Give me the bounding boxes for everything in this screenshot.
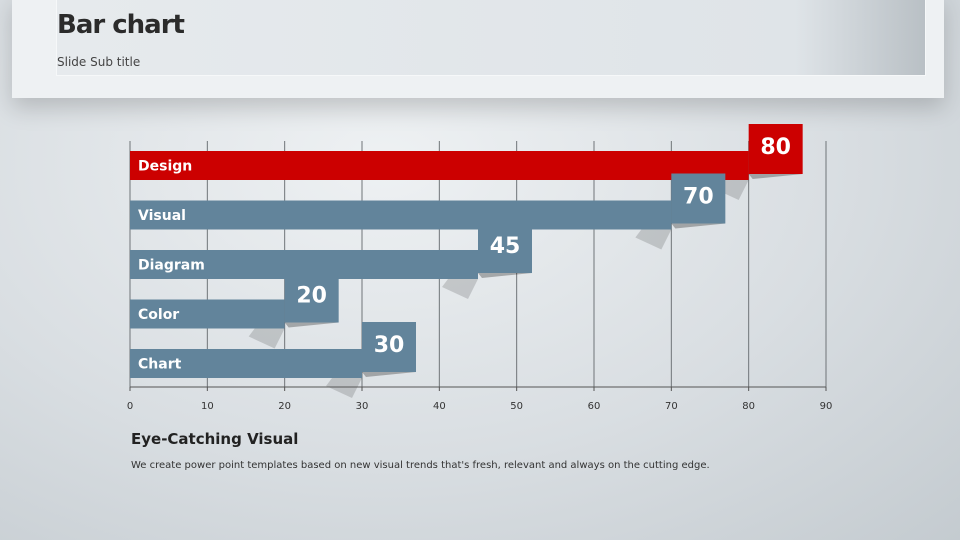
data-label: 80: [760, 135, 791, 160]
x-tick-label: 60: [588, 401, 601, 412]
footer-heading: Eye-Catching Visual: [131, 430, 299, 448]
data-label: 70: [683, 185, 714, 210]
bar-label: Chart: [138, 357, 182, 373]
bar-visual: [130, 200, 672, 230]
x-tick-label: 40: [433, 401, 446, 412]
chart-x-ticks: 0 10 20 30 40 50 60 70 80 90: [127, 386, 833, 412]
bar-shadow: [248, 328, 285, 349]
bar-label: Design: [138, 159, 192, 175]
x-tick-label: 80: [742, 401, 755, 412]
slide-subtitle: Slide Sub title: [57, 55, 141, 69]
x-tick-label: 0: [127, 401, 133, 412]
bar-design: [130, 151, 749, 180]
value-tab-design: [748, 124, 803, 174]
bar-group-chart: Chart 30: [130, 322, 416, 398]
x-tick-label: 10: [201, 401, 214, 412]
x-tick-label: 70: [665, 401, 678, 412]
x-tick-label: 90: [820, 401, 833, 412]
tab-fold: [362, 372, 416, 377]
bar-label: Color: [138, 307, 179, 323]
bar-shadow: [326, 378, 362, 398]
x-tick-label: 50: [510, 401, 523, 412]
tab-fold: [478, 273, 532, 278]
bar-group-visual: Visual 70: [130, 173, 726, 250]
header-inner-frame: [56, 0, 926, 76]
tab-fold: [284, 322, 339, 328]
chart-bars: Design 80 Visual 70 Diagram 45 Color 20 Chart 30: [130, 124, 803, 398]
data-label: 30: [374, 333, 405, 358]
footer-text: We create power point templates based on…: [131, 460, 710, 471]
value-tab-diagram: [478, 223, 532, 273]
bar-group-color: Color 20: [130, 272, 339, 349]
bar-shadow: [635, 229, 672, 250]
tab-fold: [671, 223, 726, 229]
header-panel: [12, 0, 944, 98]
tab-fold: [748, 174, 803, 179]
slide-title: Bar chart: [57, 10, 185, 40]
data-label: 20: [296, 284, 327, 309]
bar-group-design: Design 80: [130, 124, 803, 200]
chart-grid: [129, 141, 827, 387]
value-tab-chart: [362, 322, 416, 372]
bar-shadow: [442, 279, 478, 299]
bar-label: Visual: [138, 208, 186, 224]
x-tick-label: 20: [278, 401, 291, 412]
value-tab-visual: [671, 173, 726, 224]
bar-label: Diagram: [138, 258, 205, 274]
x-tick-label: 30: [356, 401, 369, 412]
data-label: 45: [490, 234, 521, 259]
bar-chart: [130, 349, 362, 378]
value-tab-color: [284, 272, 339, 323]
bar-color: [130, 299, 285, 329]
